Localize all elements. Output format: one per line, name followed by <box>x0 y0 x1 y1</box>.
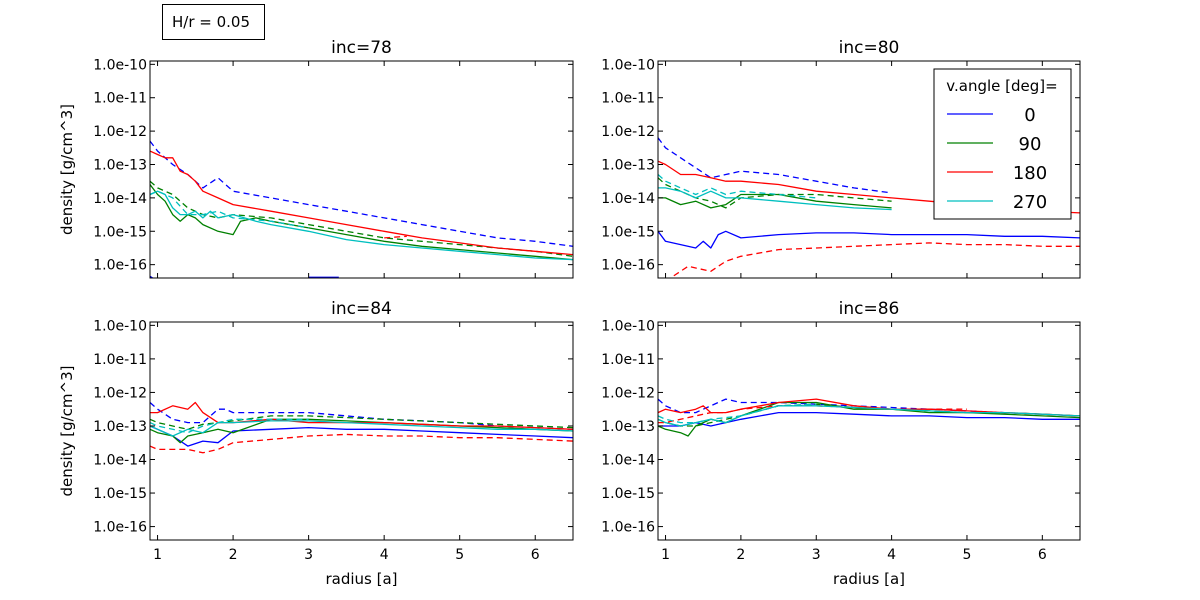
y-tick-label: 1.0e-11 <box>601 91 655 107</box>
plot-frame <box>149 60 574 279</box>
series-line <box>150 420 573 437</box>
x-axis-label: radius [a] <box>833 570 905 588</box>
series-line <box>150 140 573 247</box>
series-line <box>384 235 407 239</box>
series-line <box>150 415 573 430</box>
chart-panel-3: inc=84 1.0e-10 1.0e-11 1.0e-12 1.0e-13 1.0e-1… <box>58 299 574 588</box>
series-line <box>150 184 573 261</box>
y-tick-label: 1.0e-11 <box>601 352 655 368</box>
y-tick-label: 1.0e-14 <box>601 453 655 469</box>
x-tick-label: 1 <box>661 547 670 563</box>
series-group <box>658 398 1080 437</box>
x-tick-label: 2 <box>229 547 238 563</box>
y-axis-label: density [g/cm^3] <box>58 365 76 496</box>
y-axis-label: density [g/cm^3] <box>58 104 76 235</box>
legend-box <box>933 68 1072 220</box>
x-tick-label: 2 <box>736 547 745 563</box>
series-line <box>658 398 1080 417</box>
series-group <box>150 140 573 278</box>
series-line <box>150 190 309 229</box>
series-line <box>150 190 573 261</box>
y-tick-label: 1.0e-16 <box>93 258 147 274</box>
y-tick-label: 1.0e-15 <box>601 486 655 502</box>
series-line <box>658 405 1080 427</box>
x-tick-label: 6 <box>531 547 540 563</box>
legend-label: 180 <box>1013 163 1047 184</box>
series-line <box>150 425 573 447</box>
annotation-box: H/r = 0.05 <box>162 4 265 40</box>
series-line <box>150 275 154 278</box>
panel-title: inc=84 <box>331 299 392 319</box>
annotation-text: H/r = 0.05 <box>172 13 251 31</box>
series-group <box>658 137 1080 278</box>
plot-frame <box>657 321 1081 541</box>
series-line <box>150 180 573 257</box>
x-tick-label: 3 <box>812 547 821 563</box>
y-tick-label: 1.0e-16 <box>601 258 655 274</box>
chart-panel-4: inc=86 1.0e-10 1.0e-11 1.0e-12 1.0e-13 1.0e-1… <box>601 299 1081 588</box>
series-line <box>150 418 309 434</box>
plot-frame <box>149 321 574 541</box>
legend-title: v.angle [deg]= <box>946 77 1057 95</box>
x-tick-label: 4 <box>887 547 896 563</box>
legend-label: 90 <box>1019 134 1042 155</box>
x-tick-label: 1 <box>153 547 162 563</box>
series-line <box>658 177 892 209</box>
x-tick-label: 6 <box>1038 547 1047 563</box>
legend-label: 0 <box>1024 105 1035 126</box>
panel-title: inc=86 <box>839 299 900 319</box>
y-tick-label: 1.0e-13 <box>601 419 655 435</box>
y-tick-label: 1.0e-15 <box>93 486 147 502</box>
y-tick-label: 1.0e-13 <box>93 419 147 435</box>
x-axis-label: radius [a] <box>325 570 397 588</box>
series-line <box>150 150 573 256</box>
y-tick-label: 1.0e-11 <box>93 91 147 107</box>
legend-label: 270 <box>1013 192 1047 213</box>
series-line <box>150 433 573 454</box>
y-tick-label: 1.0e-15 <box>93 224 147 240</box>
series-group <box>150 401 573 454</box>
legend: v.angle [deg]= 0 90 180 270 <box>933 68 1072 220</box>
y-tick-label: 1.0e-13 <box>93 157 147 173</box>
x-tick-label: 5 <box>963 547 972 563</box>
y-tick-label: 1.0e-11 <box>93 352 147 368</box>
y-tick-label: 1.0e-14 <box>93 191 147 207</box>
chart-panel-1: inc=78 1.0e-10 1.0e-11 1.0e-12 1.0e-13 1.0e-1… <box>58 38 574 279</box>
panel-title: inc=78 <box>331 38 392 58</box>
x-tick-label: 5 <box>455 547 464 563</box>
panel-title: inc=80 <box>839 38 900 58</box>
x-tick-label: 4 <box>380 547 389 563</box>
y-tick-label: 1.0e-10 <box>93 57 147 73</box>
series-line <box>658 137 892 194</box>
y-tick-label: 1.0e-13 <box>601 157 655 173</box>
y-tick-label: 1.0e-10 <box>601 57 655 73</box>
y-tick-label: 1.0e-14 <box>93 453 147 469</box>
y-tick-label: 1.0e-16 <box>93 520 147 536</box>
y-tick-label: 1.0e-12 <box>93 124 147 140</box>
y-tick-label: 1.0e-16 <box>601 520 655 536</box>
y-tick-label: 1.0e-15 <box>601 224 655 240</box>
y-tick-label: 1.0e-10 <box>601 318 655 334</box>
plot-frame <box>657 60 1081 279</box>
series-line <box>658 174 817 199</box>
y-tick-label: 1.0e-12 <box>601 385 655 401</box>
series-line <box>658 193 892 209</box>
y-tick-label: 1.0e-14 <box>601 191 655 207</box>
series-line <box>658 230 1080 249</box>
series-line <box>658 187 892 211</box>
chart-panel-2: inc=80 1.0e-10 1.0e-11 1.0e-12 1.0e-13 1.0e-1… <box>601 38 1081 279</box>
series-line <box>669 242 1080 278</box>
y-tick-label: 1.0e-10 <box>93 318 147 334</box>
y-tick-label: 1.0e-12 <box>93 385 147 401</box>
x-tick-label: 3 <box>304 547 313 563</box>
series-line <box>658 403 817 424</box>
y-tick-label: 1.0e-12 <box>601 124 655 140</box>
